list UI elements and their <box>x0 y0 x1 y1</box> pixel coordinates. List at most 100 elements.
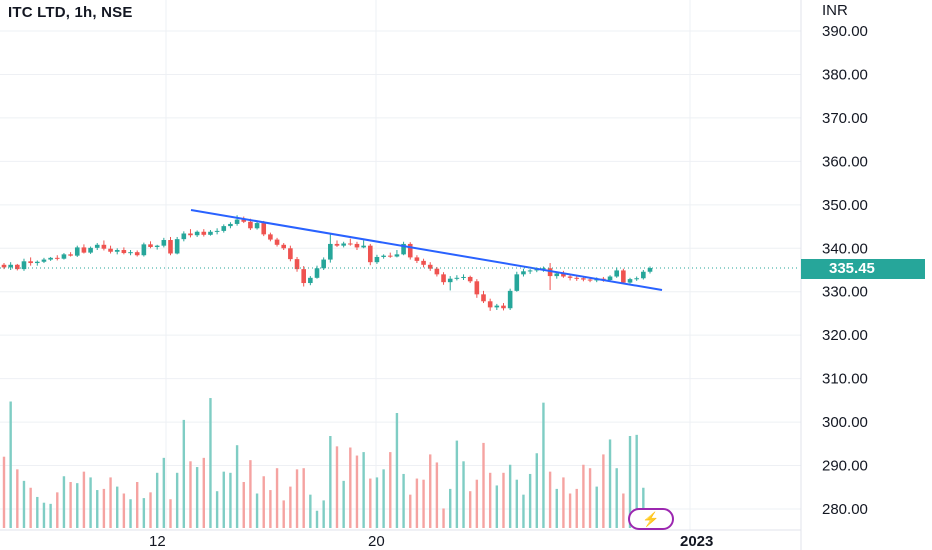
volume-bar <box>282 500 285 528</box>
candle-body <box>221 226 227 231</box>
candle-body <box>501 305 506 309</box>
candle-body <box>208 231 213 235</box>
candle-body <box>321 259 326 269</box>
volume-bar <box>335 446 339 528</box>
volume-bar <box>395 413 399 528</box>
volume-bar <box>535 453 538 528</box>
candle-body <box>234 219 240 224</box>
volume-bar <box>102 488 106 528</box>
candle-body <box>647 268 653 272</box>
candle-body <box>88 247 93 253</box>
candle-body <box>567 276 573 278</box>
volume-bar <box>349 447 352 528</box>
volume-bar <box>315 510 319 528</box>
candle-body <box>614 270 620 277</box>
candle-body <box>527 270 533 272</box>
candle-body <box>534 269 540 271</box>
volume-bar <box>169 499 172 528</box>
candle-body <box>228 223 233 227</box>
volume-bar <box>462 461 465 528</box>
volume-bar <box>182 419 186 528</box>
volume-bar <box>455 440 459 528</box>
candle-body <box>81 247 87 253</box>
candle-body <box>461 276 466 278</box>
volume-bar <box>415 478 419 528</box>
volume-bar <box>342 480 345 528</box>
candle-body <box>54 257 60 259</box>
candle-body <box>181 233 187 240</box>
price-tick-label: 380.00 <box>822 66 868 83</box>
time-tick-label: 2023 <box>680 533 713 550</box>
candle-body <box>121 250 127 254</box>
current-price-badge: 335.45 <box>801 259 925 279</box>
volume-bar <box>155 472 159 528</box>
candle-body <box>334 243 340 246</box>
candle-body <box>348 243 353 245</box>
volume-bar <box>62 476 66 528</box>
price-tick-label: 310.00 <box>822 371 868 388</box>
candle-body <box>487 301 493 308</box>
candle-body <box>434 268 440 275</box>
candle-body <box>274 239 280 245</box>
volume-bar <box>215 491 219 528</box>
candle-body <box>554 273 560 277</box>
volume-bar <box>96 490 99 528</box>
volume-bar <box>595 486 598 528</box>
candle-body <box>301 269 306 284</box>
candle-body <box>574 277 580 279</box>
candle-body <box>1 264 7 268</box>
volume-bar <box>375 477 379 528</box>
volume-bar <box>82 471 86 528</box>
candle-body <box>154 245 160 247</box>
candle-body <box>308 277 313 284</box>
candle-body <box>421 260 426 265</box>
volume-bar <box>488 472 492 528</box>
volume-bar <box>422 479 425 528</box>
volume-bar <box>622 493 625 528</box>
candle-body <box>341 243 346 246</box>
volume-bar <box>522 494 525 528</box>
volume-bar <box>508 464 512 528</box>
volume-bar <box>162 457 166 528</box>
price-axis: 390.00 380.00 370.00 360.00 350.00 340.00 330.… <box>822 23 868 518</box>
candle-body <box>561 273 566 277</box>
candle-body <box>94 244 100 248</box>
candle-body <box>514 274 520 291</box>
volume-bar <box>562 477 565 528</box>
price-tick-label: 350.00 <box>822 197 868 214</box>
candle-body <box>581 278 586 280</box>
candle-body <box>254 223 260 229</box>
volume-bar <box>528 473 532 528</box>
candle-body <box>294 259 300 270</box>
candle-body <box>68 254 73 256</box>
candle-body <box>328 243 333 260</box>
candle-body <box>101 244 107 249</box>
volume-bar <box>76 483 79 528</box>
chart-title: ITC LTD, 1h, NSE <box>8 4 133 21</box>
candle-body <box>587 279 593 281</box>
candle-body <box>607 276 613 280</box>
candle-body <box>21 261 27 270</box>
volume-bar <box>449 488 452 528</box>
candlesticks <box>1 215 653 311</box>
volume-bar <box>482 442 485 528</box>
trendline[interactable] <box>190 209 663 291</box>
candle-body <box>414 257 420 261</box>
candle-body <box>161 240 167 246</box>
volume-bar <box>429 454 432 528</box>
volume-bar <box>322 500 325 528</box>
candle-body <box>521 271 526 275</box>
volume-bar <box>382 469 385 528</box>
volume-bar <box>56 492 59 528</box>
volume-bar <box>142 498 146 528</box>
volume-bar <box>302 468 305 528</box>
candle-body <box>214 230 220 232</box>
candle-body <box>168 240 173 254</box>
volume-bar <box>475 479 479 528</box>
grid-lines <box>0 0 801 530</box>
candle-body <box>481 294 486 302</box>
lightning-icon[interactable]: ⚡ <box>628 508 674 530</box>
price-tick-label: 320.00 <box>822 327 868 344</box>
volume-bar <box>628 436 632 528</box>
